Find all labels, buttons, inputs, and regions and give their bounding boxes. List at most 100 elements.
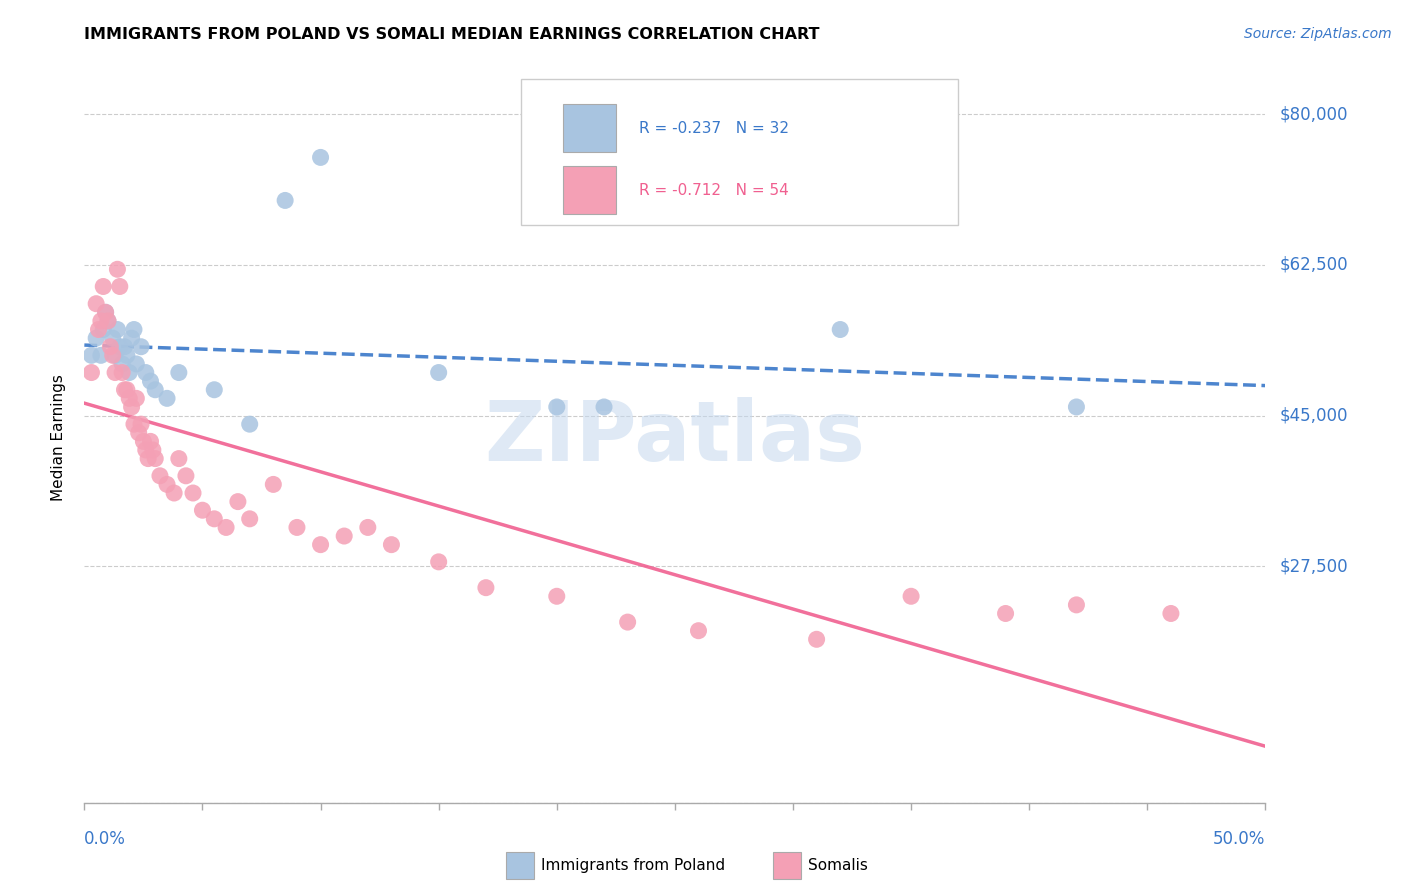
Point — [135, 442, 157, 457]
Point — [546, 400, 568, 414]
Point — [994, 607, 1017, 621]
Point — [129, 340, 152, 354]
Point — [142, 442, 165, 457]
Point — [167, 366, 190, 380]
Point — [475, 581, 498, 595]
Point — [215, 520, 238, 534]
Text: Immigrants from Poland: Immigrants from Poland — [541, 858, 725, 872]
Point — [333, 529, 356, 543]
Point — [111, 366, 134, 380]
Point — [129, 417, 152, 432]
Point — [357, 520, 380, 534]
Point — [139, 434, 162, 449]
FancyBboxPatch shape — [562, 167, 616, 214]
Text: $80,000: $80,000 — [1279, 105, 1348, 123]
Point — [285, 520, 308, 534]
Point — [122, 322, 145, 336]
Point — [139, 374, 162, 388]
Point — [202, 512, 225, 526]
FancyBboxPatch shape — [522, 78, 959, 225]
Point — [94, 305, 117, 319]
Point — [616, 615, 638, 629]
Text: $62,500: $62,500 — [1279, 256, 1348, 274]
Text: ZIPatlas: ZIPatlas — [485, 397, 865, 477]
Point — [427, 366, 450, 380]
Text: $27,500: $27,500 — [1279, 558, 1348, 575]
Point — [806, 632, 828, 647]
Point — [239, 512, 262, 526]
Point — [125, 392, 148, 406]
Point — [156, 477, 179, 491]
Point — [167, 451, 190, 466]
Point — [262, 477, 284, 491]
Point — [1066, 598, 1088, 612]
Point — [226, 494, 249, 508]
Text: Source: ZipAtlas.com: Source: ZipAtlas.com — [1244, 27, 1392, 41]
Point — [84, 296, 107, 310]
FancyBboxPatch shape — [562, 104, 616, 152]
Point — [111, 357, 134, 371]
Point — [114, 383, 136, 397]
Point — [830, 322, 852, 336]
Point — [191, 503, 214, 517]
Point — [104, 348, 127, 362]
Point — [101, 348, 124, 362]
Point — [122, 417, 145, 432]
Point — [136, 451, 159, 466]
Point — [593, 400, 616, 414]
Point — [101, 331, 124, 345]
Point — [108, 279, 131, 293]
Point — [107, 322, 129, 336]
Text: R = -0.712   N = 54: R = -0.712 N = 54 — [640, 183, 789, 198]
Text: Somalis: Somalis — [808, 858, 869, 872]
Text: 50.0%: 50.0% — [1213, 830, 1265, 847]
Point — [97, 314, 120, 328]
Point — [143, 451, 166, 466]
Point — [143, 383, 166, 397]
Point — [107, 262, 129, 277]
Point — [118, 366, 141, 380]
Point — [104, 366, 127, 380]
Point — [1160, 607, 1182, 621]
Y-axis label: Median Earnings: Median Earnings — [51, 374, 66, 500]
Point — [156, 392, 179, 406]
Point — [98, 340, 121, 354]
Point — [900, 589, 922, 603]
Point — [115, 348, 138, 362]
Point — [121, 400, 143, 414]
Point — [80, 366, 103, 380]
Point — [427, 555, 450, 569]
Point — [80, 348, 103, 362]
Point — [115, 383, 138, 397]
Point — [91, 322, 114, 336]
Point — [91, 279, 114, 293]
Point — [108, 340, 131, 354]
Text: R = -0.237   N = 32: R = -0.237 N = 32 — [640, 120, 789, 136]
Point — [174, 468, 197, 483]
Point — [202, 383, 225, 397]
Point — [118, 392, 141, 406]
Point — [309, 150, 332, 164]
Point — [121, 331, 143, 345]
Text: IMMIGRANTS FROM POLAND VS SOMALI MEDIAN EARNINGS CORRELATION CHART: IMMIGRANTS FROM POLAND VS SOMALI MEDIAN … — [84, 27, 820, 42]
Point — [163, 486, 186, 500]
Point — [125, 357, 148, 371]
Point — [274, 194, 297, 208]
Point — [97, 314, 120, 328]
Point — [149, 468, 172, 483]
Point — [90, 348, 112, 362]
Point — [380, 538, 402, 552]
Point — [94, 305, 117, 319]
Point — [114, 340, 136, 354]
Point — [132, 434, 155, 449]
Text: $45,000: $45,000 — [1279, 407, 1348, 425]
Point — [181, 486, 204, 500]
Point — [128, 425, 150, 440]
Point — [546, 589, 568, 603]
Point — [84, 331, 107, 345]
Point — [309, 538, 332, 552]
Point — [239, 417, 262, 432]
Point — [135, 366, 157, 380]
Point — [90, 314, 112, 328]
Point — [87, 322, 110, 336]
